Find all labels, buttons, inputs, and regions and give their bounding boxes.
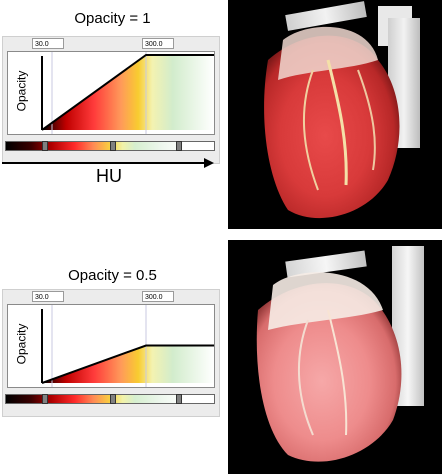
- transfer-function-svg: [41, 305, 214, 387]
- upper-threshold-field[interactable]: 300.0: [142, 38, 174, 49]
- hu-axis-label: HU: [96, 166, 122, 186]
- lower-threshold-field[interactable]: 30.0: [32, 38, 64, 49]
- opacity-plot[interactable]: Opacity: [7, 304, 215, 388]
- heart-render-image: [228, 240, 442, 474]
- opacity-ramp-line[interactable]: [41, 344, 214, 384]
- color-bar-handle[interactable]: [110, 394, 116, 404]
- transfer-function-svg: [41, 52, 214, 134]
- panel-title: Opacity = 1: [74, 10, 151, 27]
- opacity-plot[interactable]: Opacity: [7, 51, 215, 135]
- upper-threshold-field[interactable]: 300.0: [142, 291, 174, 302]
- opacity-fill-area: [42, 345, 214, 383]
- color-map-bar[interactable]: [5, 394, 215, 404]
- heart-volume-render: [256, 246, 424, 462]
- lower-threshold-field[interactable]: 30.0: [32, 291, 64, 302]
- color-bar-handle[interactable]: [42, 141, 48, 151]
- heart-render-image: [228, 0, 442, 229]
- panel-opacity-1: Opacity = 1 30.0 300.0: [2, 0, 442, 229]
- transfer-function-editor: 30.0 300.0: [2, 289, 220, 417]
- color-bar-handle[interactable]: [110, 141, 116, 151]
- opacity-axis-label: Opacity: [14, 70, 29, 112]
- color-map-bar[interactable]: [5, 141, 215, 151]
- opacity-axis-label: Opacity: [14, 323, 29, 365]
- color-bar-handle[interactable]: [176, 394, 182, 404]
- panel-title: Opacity = 0.5: [68, 267, 157, 284]
- color-bar-handle[interactable]: [42, 394, 48, 404]
- opacity-ramp-line[interactable]: [41, 54, 214, 131]
- panel-opacity-0-5: Opacity = 0.5 30.0 300.0: [0, 237, 442, 474]
- transfer-function-editor: 30.0 300.0: [2, 36, 220, 164]
- hu-arrow: [2, 158, 214, 168]
- opacity-fill-area: [42, 55, 214, 130]
- color-bar-handle[interactable]: [176, 141, 182, 151]
- heart-volume-render: [264, 1, 420, 219]
